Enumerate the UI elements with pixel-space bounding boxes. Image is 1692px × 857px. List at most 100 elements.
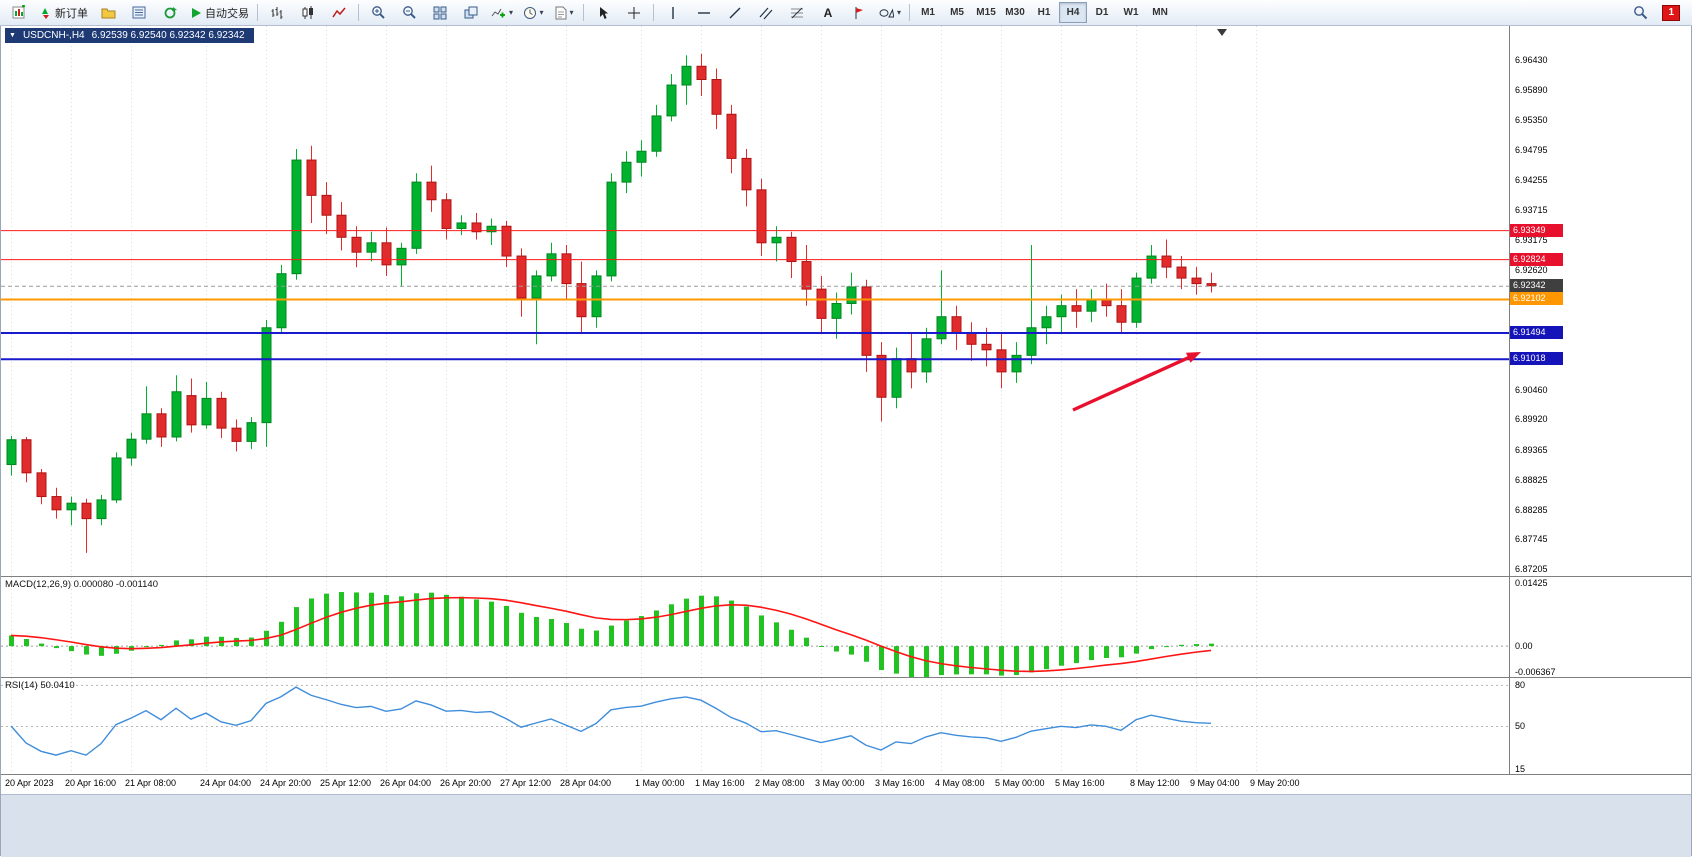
price-tag: 6.91494 [1510, 325, 1563, 339]
price-chart-canvas[interactable] [1, 26, 1510, 576]
fibonacci-button[interactable] [782, 1, 812, 24]
chart-profiles-button[interactable] [93, 1, 123, 24]
price-tag: 6.92824 [1510, 252, 1563, 266]
time-axis-label: 2 May 08:00 [755, 778, 805, 788]
cascade-windows-button[interactable] [456, 1, 486, 24]
crosshair-button[interactable] [619, 1, 649, 24]
tile-windows-button[interactable] [425, 1, 455, 24]
rsi-panel: RSI(14) 50.0410 80 50 15 [1, 677, 1691, 774]
shapes-icon [879, 8, 895, 18]
cursor-button[interactable] [588, 1, 618, 24]
time-axis-label: 27 Apr 12:00 [500, 778, 552, 788]
price-scale-label: 6.94795 [1515, 145, 1548, 156]
timeframe-h1-button[interactable]: H1 [1037, 7, 1051, 18]
rsi-level-label: 80 [1515, 679, 1526, 690]
bar-chart-button[interactable] [262, 1, 292, 24]
indicators-icon [491, 8, 505, 18]
new-chart-button[interactable] [4, 1, 34, 24]
price-tag: 6.92102 [1510, 292, 1563, 306]
rsi-canvas[interactable] [1, 678, 1510, 774]
notification-badge[interactable]: 1 [1662, 4, 1680, 21]
new-order-icon [42, 8, 49, 19]
auto-trading-icon [192, 7, 201, 18]
macd-canvas[interactable] [1, 577, 1510, 677]
market-watch-button[interactable] [124, 1, 154, 24]
vertical-line-icon [672, 6, 674, 19]
rsi-header: RSI(14) 50.0410 [5, 680, 75, 691]
time-axis-label: 8 May 12:00 [1130, 778, 1180, 788]
candlestick-chart-button[interactable] [293, 1, 323, 24]
data-refresh-button[interactable] [155, 1, 185, 24]
toolbar-separator [909, 4, 911, 21]
indicators-caret-icon: ▾ [509, 7, 514, 17]
timeframe-d1-button[interactable]: D1 [1095, 7, 1109, 18]
vertical-line-button[interactable] [658, 1, 688, 24]
text-button[interactable]: A [813, 1, 843, 24]
macd-values: 0.000080 -0.001140 [73, 579, 158, 590]
price-scale-label: 6.94255 [1515, 175, 1548, 186]
rsi-value: 50.0410 [40, 680, 75, 691]
shapes-button[interactable]: ▾ [875, 1, 905, 24]
toolbar-separator [257, 4, 258, 21]
price-scale-label: 6.87745 [1515, 534, 1548, 545]
periods-caret-icon: ▾ [539, 7, 544, 17]
zoom-in-button[interactable] [363, 1, 393, 24]
templates-button[interactable]: ▾ [549, 1, 579, 24]
trendline-icon [729, 7, 741, 18]
chart-shift-marker[interactable] [1217, 29, 1227, 36]
time-axis-label: 20 Apr 16:00 [65, 778, 117, 788]
rsi-level-label: 15 [1515, 764, 1526, 774]
templates-caret-icon: ▾ [569, 7, 574, 17]
timeframe-h4-button[interactable]: H4 [1059, 2, 1088, 23]
rsi-name: RSI(14) [5, 680, 38, 691]
refresh-icon [164, 6, 177, 18]
profiles-icon [101, 8, 115, 19]
toolbar-separator [583, 4, 585, 21]
line-chart-button[interactable] [324, 1, 354, 24]
timeframe-w1-button[interactable]: W1 [1123, 7, 1139, 18]
time-axis-label: 26 Apr 20:00 [440, 778, 492, 788]
channel-button[interactable] [751, 1, 781, 24]
trendline-button[interactable] [720, 1, 750, 24]
search-icon [1634, 6, 1648, 20]
macd-scale-label: -0.006367 [1515, 667, 1556, 677]
timeframe-m5-button[interactable]: M5 [950, 7, 964, 18]
arrow-label-button[interactable] [844, 1, 874, 24]
time-axis-label: 3 May 00:00 [815, 778, 865, 788]
new-order-label: 新订单 [55, 7, 88, 20]
price-tag: 6.91018 [1510, 352, 1563, 366]
timeframe-m30-button[interactable]: M30 [1005, 7, 1025, 18]
macd-scale-label: 0.00 [1515, 641, 1533, 652]
time-axis-label: 24 Apr 20:00 [260, 778, 312, 788]
chart-symbol-period: USDCNH-,H4 [22, 30, 85, 41]
time-axis-label: 4 May 08:00 [935, 778, 985, 788]
time-axis-label: 3 May 16:00 [875, 778, 925, 788]
horizontal-line-icon [698, 11, 711, 14]
indicators-button[interactable]: ▾ [487, 1, 517, 24]
price-scale-label: 6.93715 [1515, 204, 1548, 215]
macd-scale-label: 0.01425 [1515, 578, 1548, 588]
price-scale-label: 6.88285 [1515, 504, 1548, 515]
price-scale-label: 6.95350 [1515, 114, 1548, 125]
timeframe-m15-button[interactable]: M15 [976, 7, 996, 18]
new-order-button[interactable]: 新订单 [35, 1, 92, 24]
bar-chart-icon [271, 6, 283, 19]
price-scale-label: 6.93175 [1515, 234, 1548, 245]
zoom-out-button[interactable] [394, 1, 424, 24]
market-watch-icon [132, 6, 146, 19]
chart-caret-icon: ▼ [9, 32, 16, 39]
timeframe-m1-button[interactable]: M1 [921, 7, 935, 18]
chart-ohlc-quotes: 6.92539 6.92540 6.92342 6.92342 [91, 30, 245, 41]
periods-button[interactable]: ▾ [518, 1, 548, 24]
price-scale-label: 6.95890 [1515, 84, 1548, 95]
price-scale-label: 6.89920 [1515, 414, 1548, 425]
time-axis-label: 25 Apr 12:00 [320, 778, 372, 788]
toolbar-right-group: 1 [1625, 1, 1688, 24]
time-axis[interactable]: 20 Apr 2023 20 Apr 16:00 21 Apr 08:00 24 Ap… [1, 774, 1691, 794]
time-axis-label: 20 Apr 2023 [5, 778, 54, 788]
search-button[interactable] [1625, 1, 1655, 24]
auto-trading-button[interactable]: 自动交易 [186, 1, 253, 24]
horizontal-line-button[interactable] [689, 1, 719, 24]
bottom-area [1, 794, 1691, 857]
timeframe-mn-button[interactable]: MN [1152, 7, 1168, 18]
